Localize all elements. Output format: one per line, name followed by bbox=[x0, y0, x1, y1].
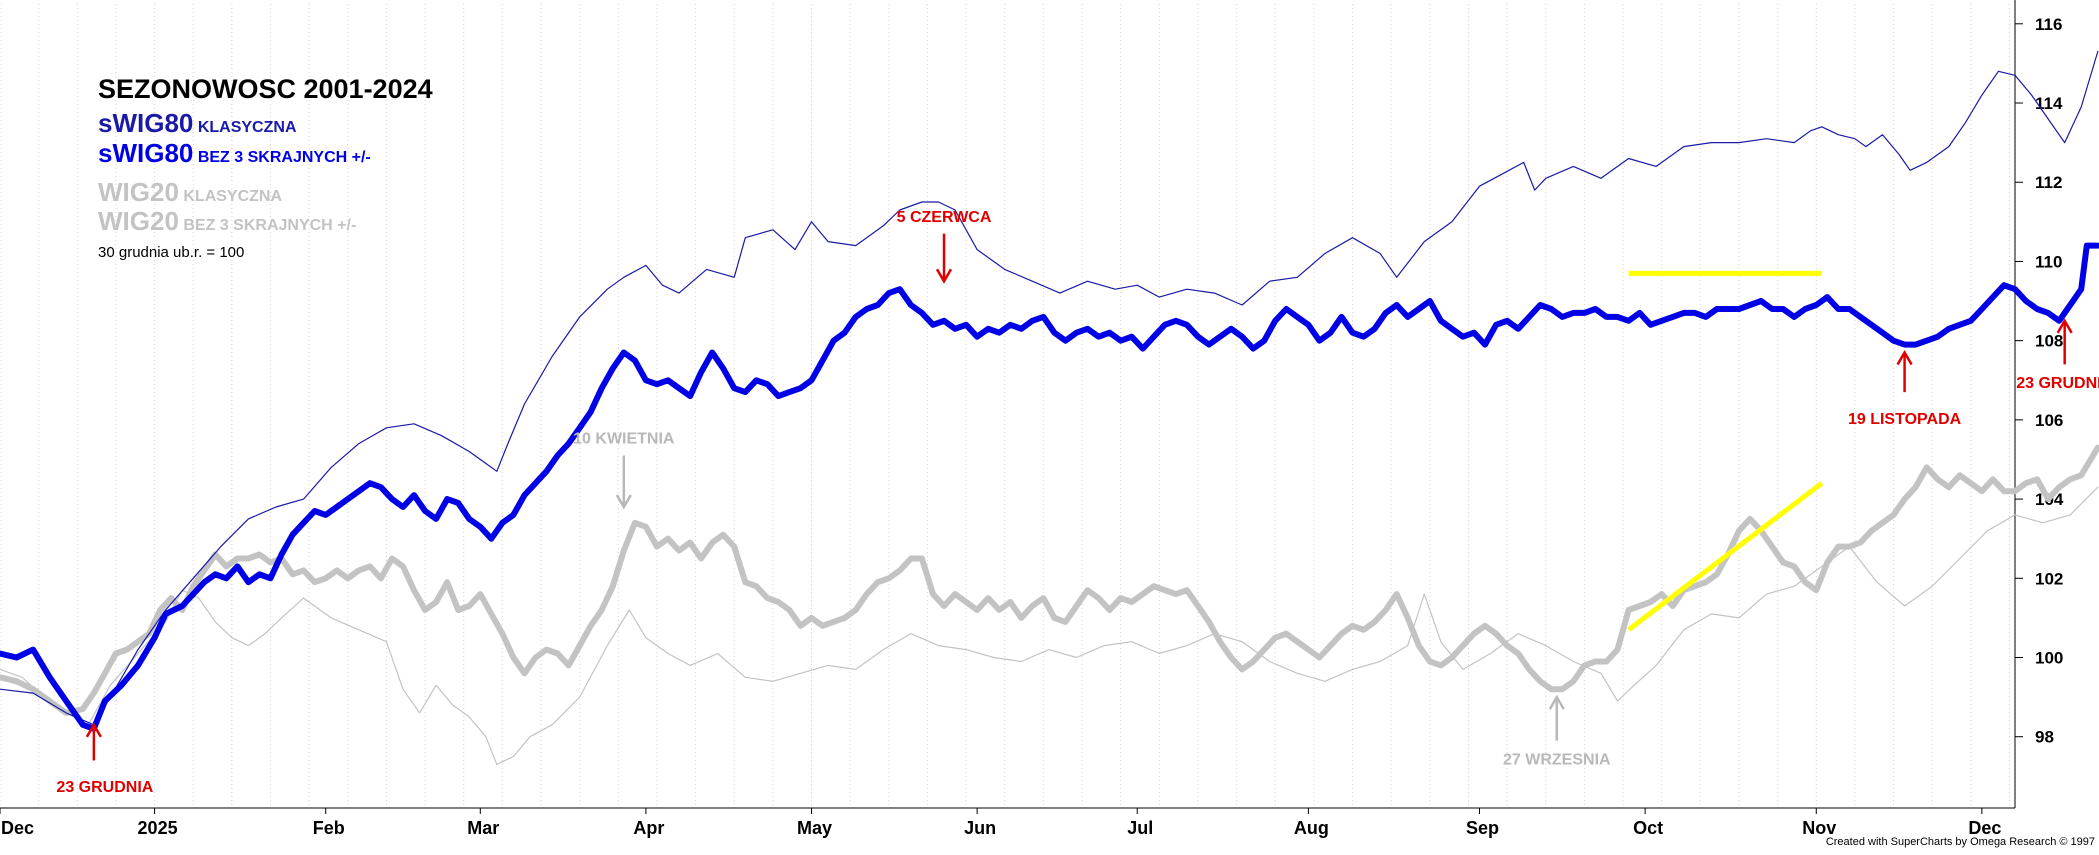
series-line bbox=[0, 50, 2099, 726]
chart-base-note: 30 grudnia ub.r. = 100 bbox=[98, 244, 245, 261]
legend-entry-swig80-classic: sWIG80 KLASYCZNA bbox=[98, 110, 297, 136]
x-tick-label: Oct bbox=[1633, 818, 1663, 838]
x-tick-label: Aug bbox=[1294, 818, 1329, 838]
annotation-arrow-head bbox=[615, 494, 632, 510]
y-tick-label: 114 bbox=[2035, 94, 2063, 113]
x-tick-label: 2025 bbox=[138, 818, 178, 838]
legend-entry-swig80-trimmed: sWIG80 BEZ 3 SKRAJNYCH +/- bbox=[98, 140, 371, 166]
y-tick-label: 116 bbox=[2035, 15, 2062, 34]
legend-sub-label: BEZ 3 SKRAJNYCH +/- bbox=[183, 217, 357, 234]
legend-main-label: sWIG80 bbox=[98, 108, 194, 138]
annotation-label: 23 GRUDNIA bbox=[56, 779, 153, 796]
x-tick-label: Apr bbox=[633, 818, 664, 838]
software-credit: Created with SuperCharts by Omega Resear… bbox=[1825, 836, 2095, 848]
legend-main-label: WIG20 bbox=[98, 177, 179, 207]
x-tick-label: Mar bbox=[467, 818, 499, 838]
x-tick-label: Nov bbox=[1802, 818, 1836, 838]
legend-sub-label: BEZ 3 SKRAJNYCH +/- bbox=[197, 149, 371, 166]
series-line bbox=[0, 486, 2099, 765]
legend-sub-label: KLASYCZNA bbox=[183, 188, 283, 205]
x-tick-label: Dec bbox=[1968, 818, 2001, 838]
annotation-arrow-head bbox=[1896, 350, 1913, 366]
legend-sub-label: KLASYCZNA bbox=[197, 119, 297, 136]
x-tick-label: Dec bbox=[1, 818, 34, 838]
annotation-label: 10 KWIETNIA bbox=[573, 431, 675, 448]
annotation-arrow-head bbox=[935, 268, 953, 284]
legend-main-label: sWIG80 bbox=[98, 138, 194, 168]
annotation-label: 23 GRUDNIA bbox=[2016, 375, 2099, 392]
legend-entry-wig20-trimmed: WIG20 BEZ 3 SKRAJNYCH +/- bbox=[98, 208, 356, 234]
series-line bbox=[0, 444, 2099, 716]
y-tick-label: 106 bbox=[2035, 411, 2063, 430]
y-tick-label: 112 bbox=[2035, 173, 2062, 192]
annotation-label: 19 LISTOPADA bbox=[1848, 411, 1962, 428]
annotation-arrow-head bbox=[2056, 318, 2073, 334]
annotation-arrow-head bbox=[85, 722, 102, 738]
y-tick-label: 108 bbox=[2035, 332, 2063, 351]
trend-line bbox=[1627, 481, 1824, 632]
x-tick-label: Jun bbox=[964, 818, 996, 838]
x-tick-label: Jul bbox=[1127, 818, 1153, 838]
y-tick-label: 102 bbox=[2035, 569, 2063, 588]
y-tick-label: 98 bbox=[2035, 728, 2054, 747]
legend-main-label: WIG20 bbox=[98, 206, 179, 236]
x-tick-label: Feb bbox=[313, 818, 345, 838]
chart-title: SEZONOWOSC 2001-2024 bbox=[98, 74, 433, 104]
series-line bbox=[0, 242, 2099, 732]
annotation-label: 27 WRZESNIA bbox=[1503, 751, 1611, 768]
x-tick-label: May bbox=[797, 818, 832, 838]
annotation-label: 5 CZERWCA bbox=[897, 209, 992, 226]
annotation-arrow-head bbox=[1548, 694, 1565, 710]
y-tick-label: 100 bbox=[2035, 648, 2063, 667]
y-tick-label: 110 bbox=[2035, 252, 2062, 271]
legend-entry-wig20-classic: WIG20 KLASYCZNA bbox=[98, 179, 282, 205]
x-tick-label: Sep bbox=[1466, 818, 1499, 838]
